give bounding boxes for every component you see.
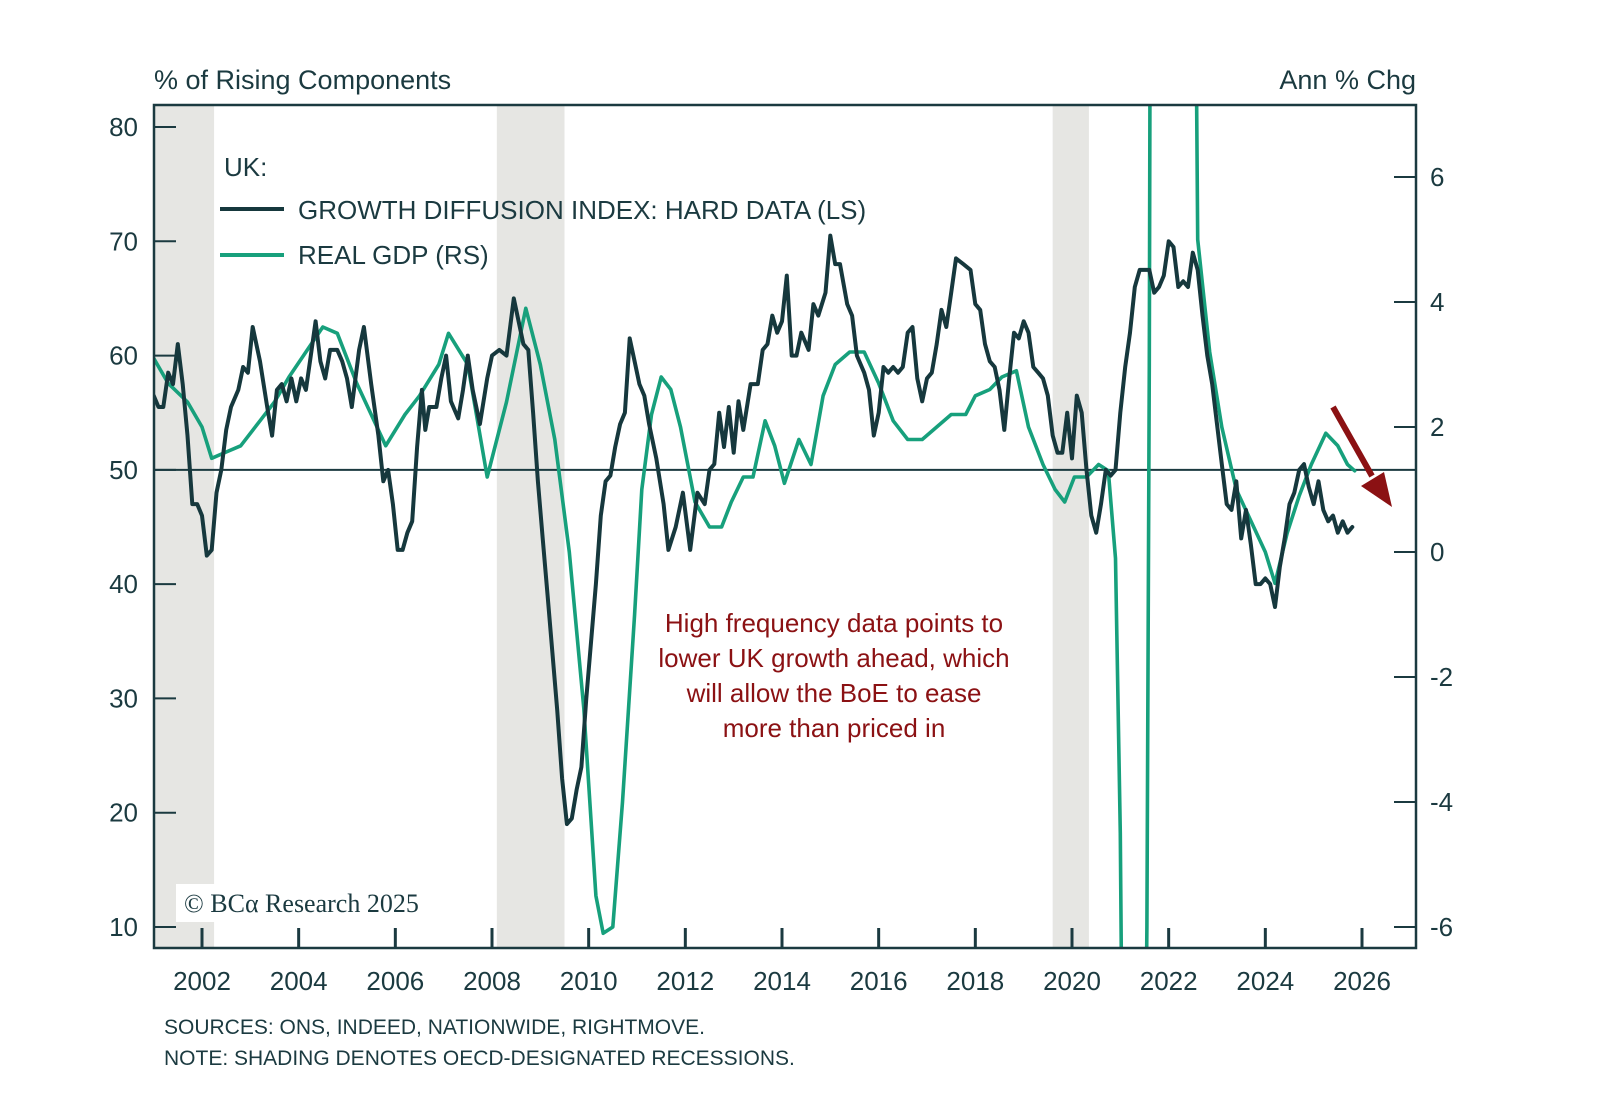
left-y-tick-label: 30: [109, 683, 138, 713]
x-tick-label: 2026: [1333, 966, 1391, 996]
x-tick-label: 2022: [1140, 966, 1198, 996]
left-y-tick-label: 70: [109, 226, 138, 256]
series-group: [154, 105, 1357, 948]
legend-label-diffusion: GROWTH DIFFUSION INDEX: HARD DATA (LS): [298, 195, 866, 225]
x-tick-label: 2002: [173, 966, 231, 996]
x-tick-label: 2016: [850, 966, 908, 996]
right-y-tick-label: 2: [1430, 412, 1444, 442]
x-tick-label: 2008: [463, 966, 521, 996]
copyright: © BCα Research 2025: [184, 889, 419, 918]
legend-label-gdp: REAL GDP (RS): [298, 240, 489, 270]
annotation-line-1: High frequency data points to: [665, 608, 1003, 638]
right-y-tick-label: -2: [1430, 662, 1453, 692]
left-y-tick-label: 20: [109, 798, 138, 828]
annotation: High frequency data points to lower UK g…: [658, 608, 1009, 743]
copyright-background: [176, 884, 458, 922]
plot-frame: [152, 103, 1418, 950]
shading-note: NOTE: SHADING DENOTES OECD-DESIGNATED RE…: [164, 1047, 795, 1070]
annotation-line-3: will allow the BoE to ease: [686, 678, 982, 708]
sources-note: SOURCES: ONS, INDEED, NATIONWIDE, RIGHTM…: [164, 1016, 705, 1039]
recession-band: [496, 105, 565, 948]
right-y-tick-label: 0: [1430, 537, 1444, 567]
left-axis-title: % of Rising Components: [154, 65, 451, 95]
right-y-tick-label: 4: [1430, 287, 1444, 317]
left-y-tick-label: 10: [109, 912, 138, 942]
left-y-tick-label: 40: [109, 569, 138, 599]
right-y-tick-label: -6: [1430, 912, 1453, 942]
x-tick-label: 2004: [270, 966, 328, 996]
x-tick-label: 2014: [753, 966, 811, 996]
left-y-tick-label: 50: [109, 455, 138, 485]
x-tick-label: 2020: [1043, 966, 1101, 996]
left-y-tick-label: 60: [109, 341, 138, 371]
annotation-line-4: more than priced in: [723, 713, 946, 743]
x-tick-label: 2018: [946, 966, 1004, 996]
series-line-real-gdp: [154, 105, 1357, 948]
down-arrow-icon: [1330, 405, 1392, 507]
left-y-tick-label: 80: [109, 112, 138, 142]
x-tick-label: 2024: [1236, 966, 1294, 996]
x-tick-label: 2010: [560, 966, 618, 996]
recession-band: [1052, 105, 1089, 948]
axis-ticks-group: 2002 2004 2006 2008 2010 2012 2014 2016 2018 2020…: [109, 112, 1453, 996]
right-y-tick-label: -4: [1430, 787, 1453, 817]
x-tick-label: 2012: [656, 966, 714, 996]
right-axis-title: Ann % Chg: [1279, 65, 1416, 95]
legend-heading: UK:: [224, 152, 267, 182]
x-tick-label: 2006: [366, 966, 424, 996]
annotation-line-2: lower UK growth ahead, which: [658, 643, 1009, 673]
series-line-diffusion-index: [154, 233, 1355, 827]
legend: UK: GROWTH DIFFUSION INDEX: HARD DATA (L…: [220, 152, 866, 270]
right-y-tick-label: 6: [1430, 162, 1444, 192]
